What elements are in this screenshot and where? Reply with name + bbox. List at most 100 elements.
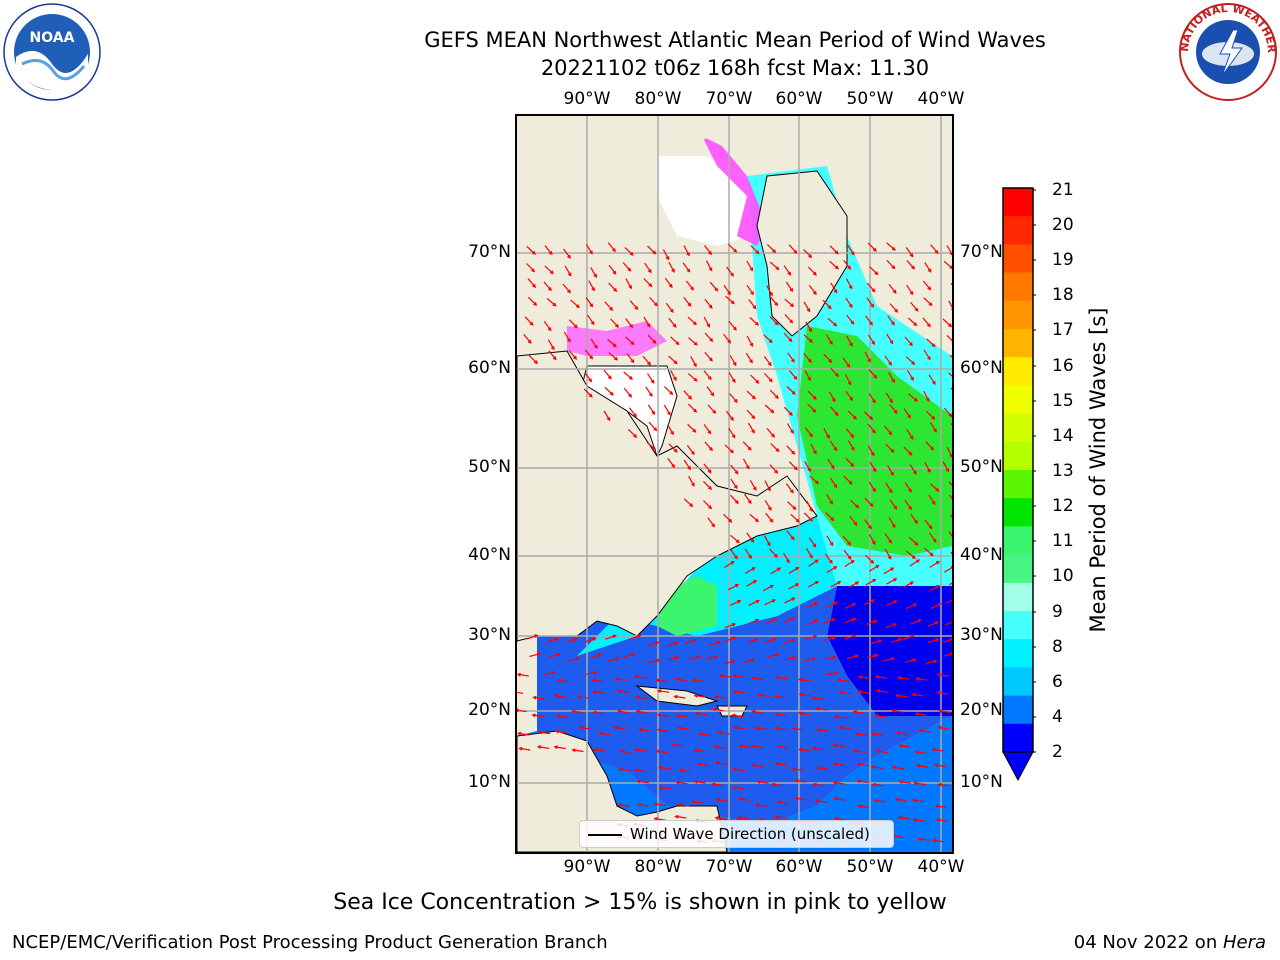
wind-vector-head [578,725,583,730]
wind-vector-head [806,308,811,313]
wind-vector [758,694,770,698]
wind-vector [775,727,787,731]
wind-vector [783,639,795,644]
wind-vector-head [715,797,720,802]
wind-vector-head [637,727,643,732]
wind-vector-head [748,554,752,560]
wind-vector-head [573,324,578,329]
wind-vector [664,277,673,288]
wind-vector-head [931,501,936,506]
wind-vector-head [774,726,779,731]
wind-vector [687,403,697,413]
wind-vector-head [690,286,694,291]
wind-vector [784,656,796,661]
wind-vector [707,517,715,527]
credit-host: Hera [1222,932,1266,953]
wind-vector [749,479,757,491]
wind-vector-head [665,256,670,261]
wind-vector-head [691,799,696,804]
colorbar-segment [1003,723,1033,753]
wind-vector-head [933,763,938,768]
wind-vector-head [692,678,697,683]
wind-vector [727,243,737,253]
wind-vector-head [847,555,852,560]
wind-vector-head [730,416,734,422]
wind-vector [909,464,917,475]
wind-vector [834,763,846,767]
wind-vector-head [911,555,916,560]
wind-vector-head [791,391,796,395]
lon-label-top-50w: 50°W [846,89,894,109]
wind-vector-head [891,246,896,251]
wind-vector [948,300,952,309]
wind-vector-head [678,768,683,773]
wind-vector [844,618,856,624]
wind-vector [948,372,952,377]
wind-vector [749,513,759,522]
wind-vector [746,532,754,543]
wind-vector [788,583,799,590]
wind-vector [837,679,849,682]
wind-vector-head [573,637,578,642]
colorbar-frame [1002,187,1034,753]
wind-vector [902,581,914,588]
wind-vector [938,783,950,787]
wind-vector-head [675,780,680,785]
wind-vector [769,389,779,399]
wind-vector [903,446,913,456]
wind-vector-head [834,714,839,719]
wind-vector [842,535,851,545]
wind-vector-head [615,657,620,661]
lon-label-bottom-80w: 80°W [634,857,682,877]
wind-vector-head [927,468,931,474]
wind-vector [799,678,811,682]
wind-vector-head [617,767,623,772]
wind-vector [715,745,727,749]
wind-vector [946,334,952,342]
wind-vector-head [950,566,952,569]
wind-vector-head [926,397,930,403]
wind-vector-head [914,307,919,312]
wind-vector [853,711,865,714]
wind-vector [808,284,817,295]
wind-vector-head [791,358,795,363]
wind-vector [690,356,697,367]
lat-label-left-50n: 50°N [468,457,511,477]
wind-vector [776,676,788,680]
wind-vector-head [674,677,680,682]
wind-vector-head [592,710,597,715]
wind-vector-head [554,729,559,734]
wind-vector-head [691,639,696,643]
wind-vector [886,600,897,607]
wind-vector-head [730,272,734,277]
lat-label-right-20n: 20°N [960,700,1003,720]
wind-vector [557,715,569,718]
wind-vector [784,597,795,604]
wind-vector-head [791,617,796,621]
wind-vector [886,333,894,344]
wind-vector-head [612,248,616,253]
wind-vector-head [892,289,897,294]
wind-vector-head [708,486,713,490]
wind-vector [812,697,824,700]
wind-vector-head [694,711,700,716]
wind-vector [904,336,913,346]
wind-vector [644,262,652,273]
colorbar-tick-label: 11 [1052,531,1074,551]
wind-vector-head [656,728,662,733]
wind-vector-head [774,321,779,326]
wind-vector [934,764,946,768]
wind-vector [868,392,876,403]
wind-vector-head [928,302,933,307]
wind-vector [868,481,876,492]
wind-vector-head [850,320,855,325]
wind-vector-head [935,487,940,492]
wind-vector [869,266,879,275]
wind-vector [919,729,931,733]
wind-vector [618,710,630,714]
wind-vector-head [855,504,860,509]
wind-vector [803,334,813,343]
wind-vector-head [588,378,593,383]
wind-vector-head [553,637,559,642]
wind-vector [623,371,633,380]
